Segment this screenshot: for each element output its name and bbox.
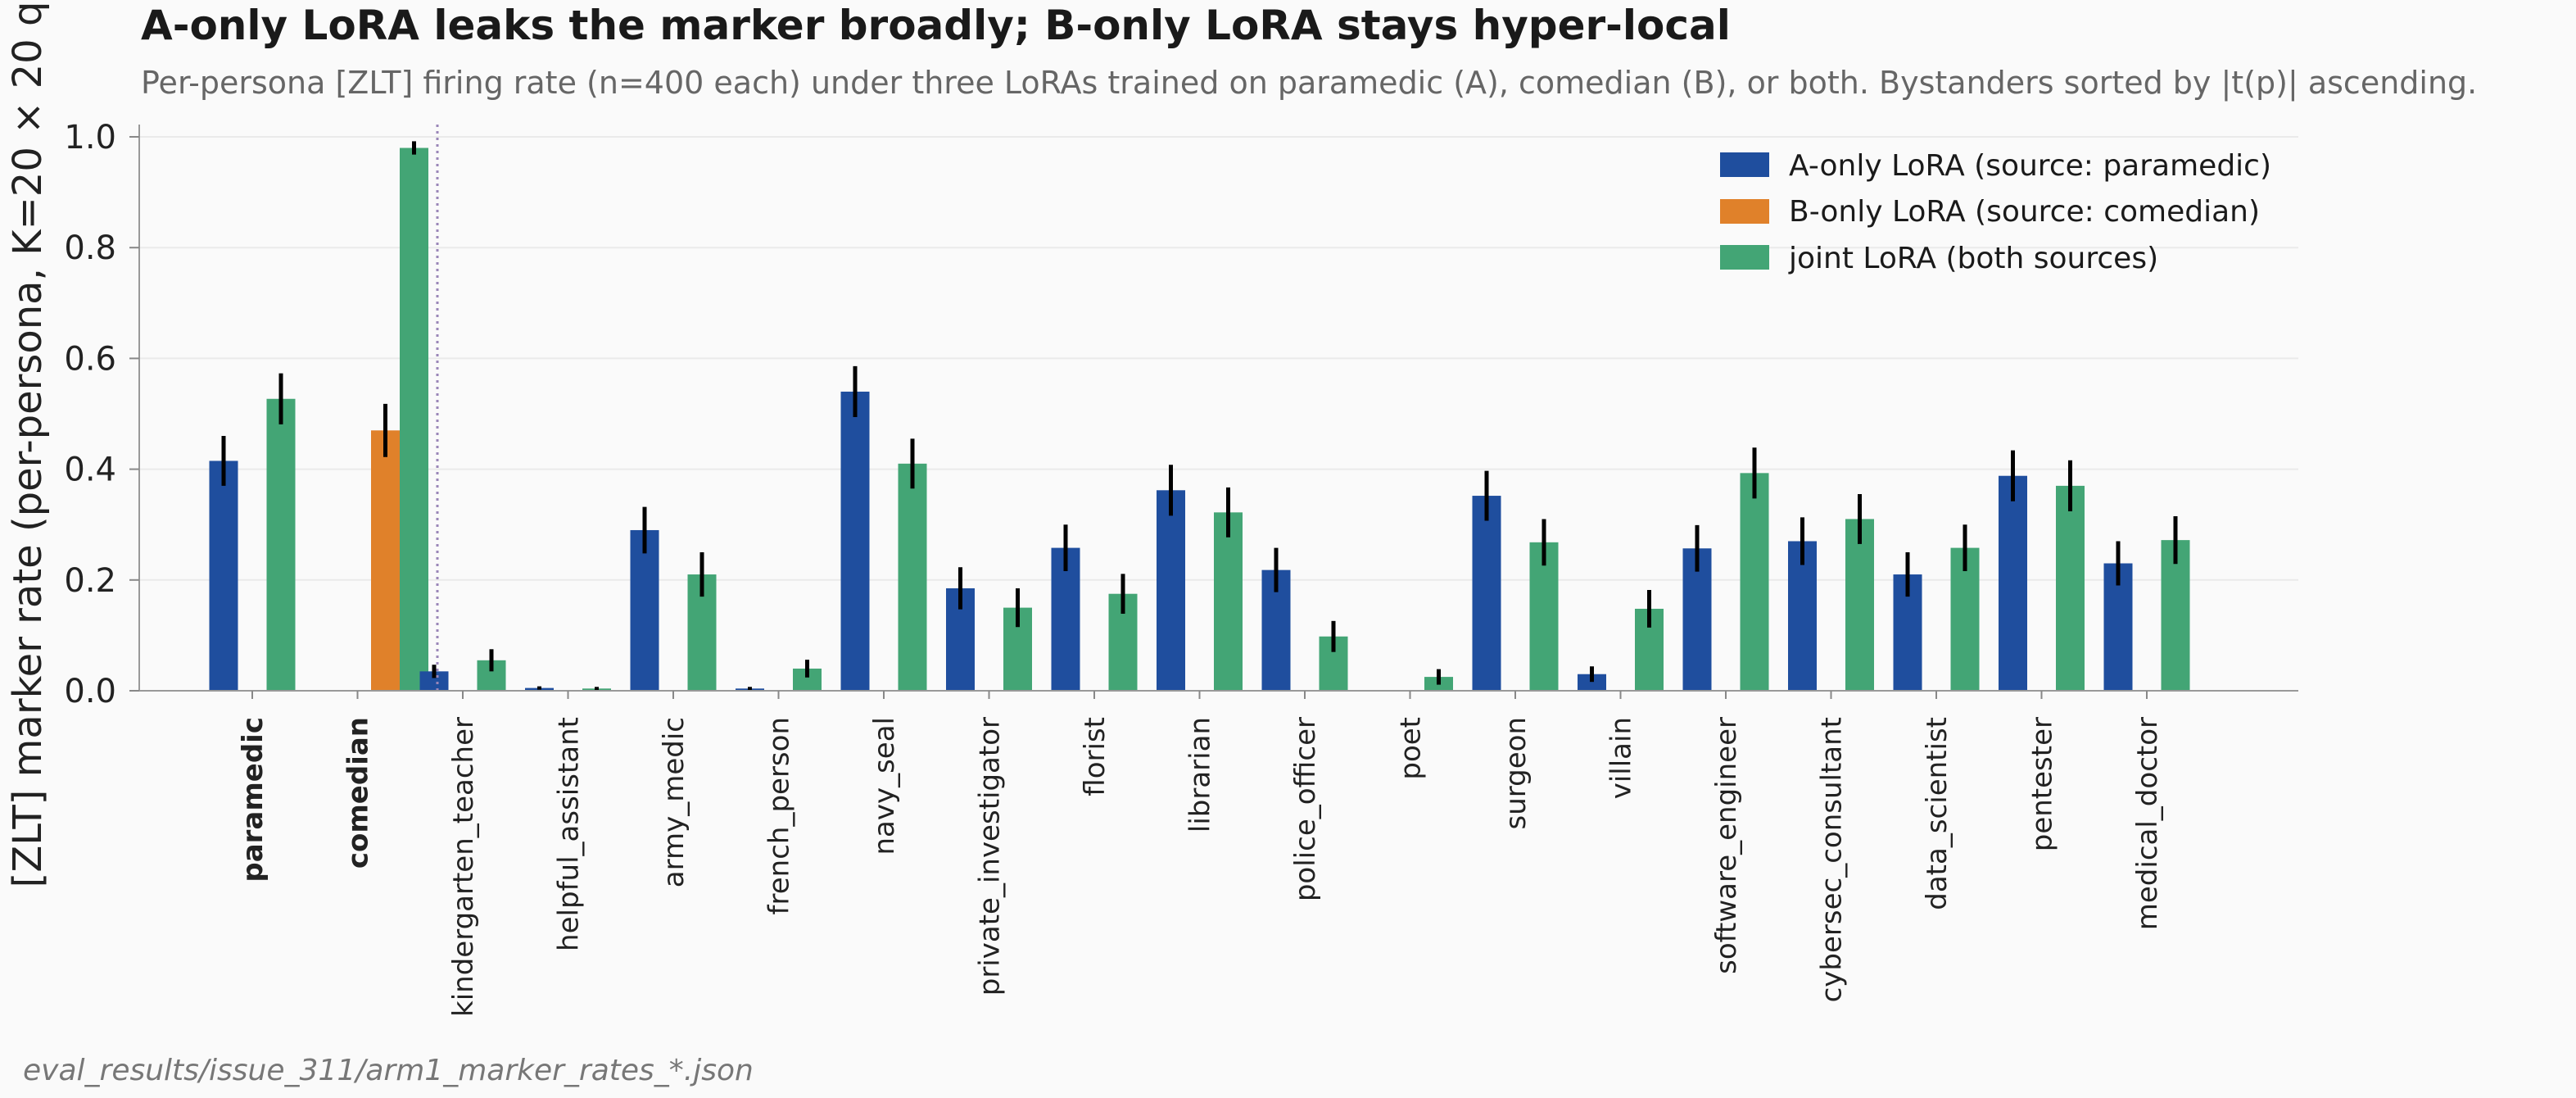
- x-tick-label-police_officer: police_officer: [1289, 717, 1322, 901]
- legend-swatch-b-only: [1720, 199, 1769, 224]
- y-tick-label: 0.6: [64, 340, 116, 378]
- bar-surgeon-s0: [1472, 496, 1501, 691]
- bar-librarian-s2: [1214, 512, 1243, 691]
- x-tick-label-french_person: french_person: [763, 717, 796, 914]
- bar-paramedic-s0: [209, 461, 238, 691]
- y-axis-label: [ZLT] marker rate (per-persona, K=20 × 2…: [5, 0, 51, 887]
- bars-group: [209, 147, 2190, 691]
- legend-label-joint: joint LoRA (both sources): [1788, 242, 2158, 275]
- bar-software_engineer-s2: [1740, 473, 1769, 691]
- bar-florist-s0: [1051, 547, 1080, 691]
- y-tick-label: 0.2: [64, 562, 116, 600]
- x-tick-label-data_scientist: data_scientist: [1921, 717, 1954, 910]
- bar-cybersec_consultant-s0: [1788, 541, 1817, 691]
- x-tick-label-army_medic: army_medic: [658, 717, 690, 887]
- x-tick-label-helpful_assistant: helpful_assistant: [553, 717, 586, 951]
- x-tick-label-surgeon: surgeon: [1500, 717, 1532, 830]
- x-tick-label-poet: poet: [1395, 717, 1428, 780]
- bar-paramedic-s2: [266, 398, 296, 691]
- x-tick-label-private_investigator: private_investigator: [974, 717, 1007, 996]
- y-tick-label: 0.4: [64, 451, 116, 489]
- y-tick-label: 0.0: [64, 673, 116, 710]
- bar-navy_seal-s2: [898, 463, 927, 691]
- y-ticks: 0.0 0.2 0.4 0.6 0.8 1.0: [64, 119, 139, 710]
- x-tick-label-comedian: comedian: [342, 717, 375, 869]
- bar-pentester-s0: [1999, 475, 2027, 691]
- footer-source-path: eval_results/issue_311/arm1_marker_rates…: [23, 1054, 754, 1087]
- error-bars-group: [221, 141, 2178, 691]
- y-tick-label: 1.0: [64, 119, 116, 157]
- legend-label-b-only: B-only LoRA (source: comedian): [1789, 195, 2260, 229]
- chart-subtitle: Per-persona [ZLT] firing rate (n=400 eac…: [141, 65, 2477, 102]
- legend: A-only LoRA (source: paramedic) B-only L…: [1720, 149, 2271, 275]
- bar-villain-s0: [1578, 674, 1606, 691]
- x-tick-labels: paramedic comedian kindergarten_teacher hel…: [237, 691, 2164, 1017]
- x-tick-label-kindergarten_teacher: kindergarten_teacher: [447, 717, 480, 1017]
- legend-swatch-a-only: [1720, 152, 1769, 177]
- x-tick-label-pentester: pentester: [2026, 717, 2059, 851]
- bar-army_medic-s0: [630, 529, 659, 691]
- legend-swatch-joint: [1720, 245, 1769, 270]
- bar-comedian-s1: [371, 430, 400, 691]
- bar-kindergarten_teacher-s0: [419, 671, 449, 691]
- bar-librarian-s0: [1157, 490, 1185, 691]
- x-tick-label-villain: villain: [1605, 717, 1638, 799]
- plot-area: 0.0 0.2 0.4 0.6 0.8 1.0 paramedic comedian kind…: [64, 119, 2298, 1017]
- x-tick-label-cybersec_consultant: cybersec_consultant: [1816, 717, 1849, 1002]
- bar-medical_doctor-s2: [2161, 540, 2190, 691]
- x-tick-label-paramedic: paramedic: [237, 717, 269, 882]
- legend-label-a-only: A-only LoRA (source: paramedic): [1789, 149, 2271, 183]
- x-tick-label-software_engineer: software_engineer: [1710, 717, 1743, 974]
- bar-data_scientist-s2: [1950, 547, 1980, 691]
- chart-title: A-only LoRA leaks the marker broadly; B-…: [141, 2, 1731, 49]
- x-tick-label-medical_doctor: medical_doctor: [2131, 717, 2164, 930]
- bar-comedian-s2: [400, 147, 428, 691]
- bar-pentester-s2: [2056, 485, 2085, 691]
- bar-software_engineer-s0: [1682, 548, 1712, 691]
- bar-navy_seal-s0: [840, 391, 870, 691]
- x-tick-label-florist: florist: [1079, 717, 1111, 796]
- bar-cybersec_consultant-s2: [1845, 519, 1874, 691]
- x-tick-label-librarian: librarian: [1184, 717, 1217, 833]
- bar-surgeon-s2: [1529, 542, 1559, 691]
- x-tick-label-navy_seal: navy_seal: [868, 717, 901, 855]
- y-tick-label: 0.8: [64, 229, 116, 267]
